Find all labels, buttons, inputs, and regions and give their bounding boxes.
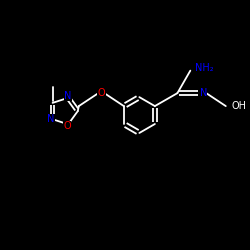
Text: N: N [64,91,72,101]
Text: O: O [63,121,71,131]
Text: N: N [47,114,54,124]
Text: N: N [200,88,207,98]
Text: O: O [98,88,105,98]
Text: NH₂: NH₂ [195,63,214,73]
Text: OH: OH [232,101,247,111]
